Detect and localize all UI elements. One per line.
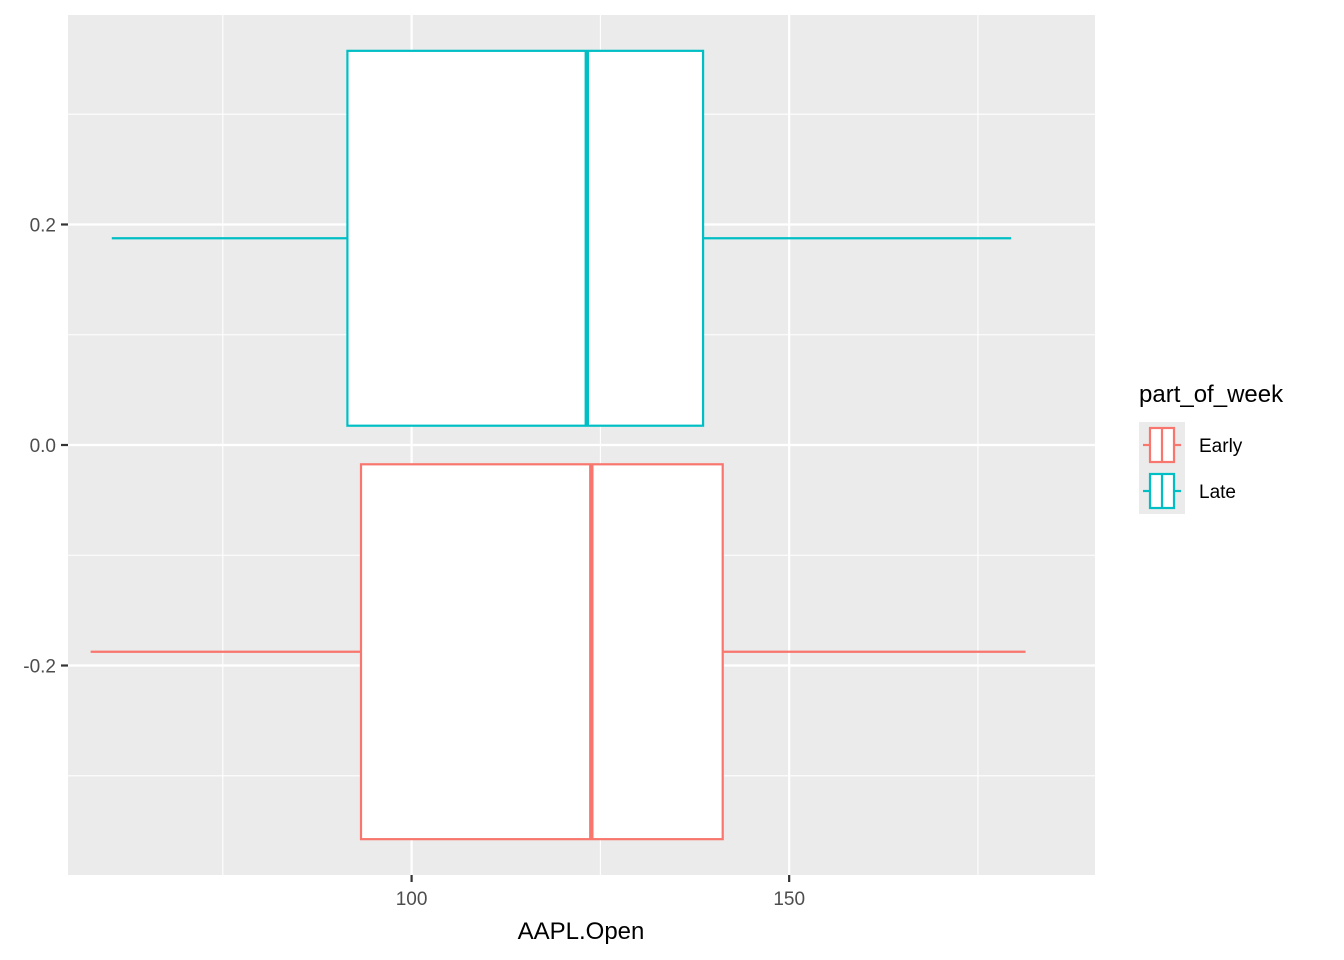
x-tick-label: 150 [773,889,805,910]
legend-keys: Early Late [1139,422,1243,514]
legend-label: Early [1199,436,1243,457]
legend-key-early: Early [1139,422,1243,468]
x-tick-label: 100 [396,889,428,910]
box-rect [346,49,705,427]
x-axis-title: AAPL.Open [518,918,645,945]
legend-label: Late [1199,482,1236,503]
y-tick-label: -0.2 [23,657,56,678]
x-axis: 100 150 [396,875,805,910]
boxes [90,49,1026,841]
y-tick-label: 0.0 [30,436,56,457]
box-early [90,463,1026,841]
box-rect [359,463,724,841]
y-tick-label: 0.2 [30,215,56,236]
legend-key-late: Late [1139,468,1236,514]
legend-title: part_of_week [1139,381,1284,408]
legend: part_of_week Early Late [1139,381,1284,514]
y-axis: 0.2 0.0 -0.2 [23,215,68,678]
box-late [111,49,1012,427]
